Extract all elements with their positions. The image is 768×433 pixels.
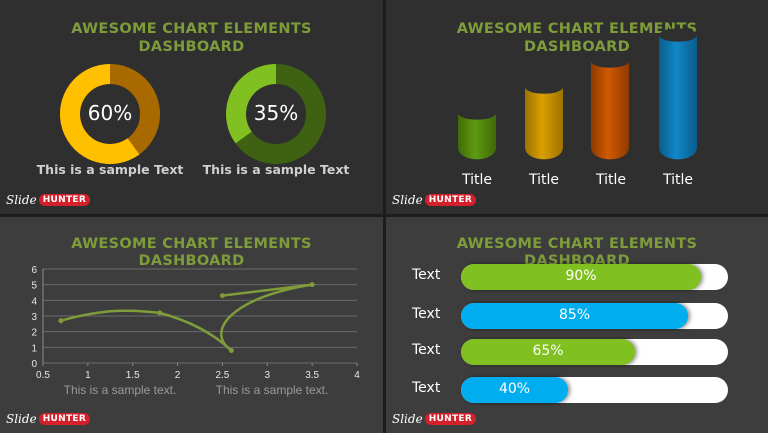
progress-fill: 85%: [461, 303, 688, 329]
cylinder-label: Title: [662, 172, 693, 188]
donut-value-label: 35%: [253, 101, 299, 125]
data-point: [309, 282, 315, 288]
progress-percent-label: 40%: [498, 381, 531, 397]
logo-slide-text: Slide: [6, 412, 37, 426]
panel-donut-charts: AWESOME CHART ELEMENTS DASHBOARD 60% 35%…: [0, 0, 383, 214]
panel-title-line2: DASHBOARD: [138, 253, 245, 269]
logo-hunter-badge: HUNTER: [424, 413, 477, 425]
progress-bar-label: Text: [412, 342, 441, 358]
data-point: [157, 310, 163, 316]
cylinder-label: Title: [528, 172, 559, 188]
progress-track: 85%: [461, 303, 728, 329]
logo-slide-text: Slide: [392, 412, 423, 426]
y-tick-label: 0: [31, 359, 37, 370]
panel-title-line1: AWESOME CHART ELEMENTS: [456, 21, 698, 37]
data-point: [219, 293, 225, 299]
slidehunter-logo: Slide HUNTER: [392, 192, 477, 208]
line-chart-svg: 0 1 2 3 4 5 6 0.5 1 1.5 2 2.5 3 3.5 4 This is a sample …: [31, 265, 360, 397]
logo-hunter-badge: HUNTER: [38, 413, 91, 425]
cylinder-top-opening: [659, 28, 697, 42]
cylinder-label: Title: [595, 172, 626, 188]
cylinder-bar: [591, 54, 629, 160]
panel-title-line1: AWESOME CHART ELEMENTS: [71, 21, 312, 37]
donut-caption: This is a sample Text: [202, 162, 350, 177]
cylinder-chart-svg: [458, 28, 697, 160]
cylinder-top-opening: [591, 54, 629, 68]
cylinder-bar: [458, 106, 496, 160]
progress-bar-label: Text: [412, 306, 441, 322]
progress-track: 65%: [461, 339, 728, 365]
donut-value-arc: [226, 64, 276, 144]
x-tick-label: 4: [354, 370, 360, 381]
cylinder-label: Title: [461, 172, 492, 188]
cylinder-body: [659, 35, 697, 160]
progress-bar-label: Text: [412, 380, 441, 396]
chart-caption: This is a sample text.: [64, 383, 177, 397]
x-tick-label: 1.5: [126, 370, 140, 381]
slidehunter-logo: Slide HUNTER: [6, 192, 91, 208]
logo-slide-text: Slide: [392, 193, 423, 207]
slidehunter-logo: Slide HUNTER: [6, 411, 91, 427]
cylinder-body: [591, 61, 629, 160]
x-tick-label: 1: [85, 370, 91, 381]
progress-bar-label: Text: [412, 267, 441, 283]
progress-track: 40%: [461, 377, 728, 403]
panel-cylinder-chart: AWESOME CHART ELEMENTS DASHBOARD Title T…: [386, 0, 768, 214]
progress-fill: 90%: [461, 264, 701, 290]
logo-hunter-badge: HUNTER: [424, 194, 477, 206]
series-line: [60, 283, 313, 352]
slidehunter-logo: Slide HUNTER: [392, 411, 477, 427]
y-tick-label: 4: [31, 296, 37, 307]
progress-percent-label: 65%: [532, 343, 564, 359]
cylinder-bar: [659, 28, 697, 160]
x-tick-label: 2.5: [215, 370, 229, 381]
logo-hunter-badge: HUNTER: [38, 194, 91, 206]
data-point: [228, 347, 234, 353]
x-tick-label: 3.5: [305, 370, 319, 381]
x-tick-label: 2: [175, 370, 181, 381]
panel-title-line1: AWESOME CHART ELEMENTS: [71, 236, 312, 252]
donut-value-arc: [59, 64, 140, 164]
donut-caption: This is a sample Text: [36, 162, 184, 177]
progress-fill: 65%: [461, 339, 635, 365]
progress-track: 90%: [461, 264, 728, 290]
donut-chart-svg: [59, 64, 326, 164]
y-tick-label: 1: [31, 343, 37, 354]
cylinder-body: [458, 113, 496, 160]
chart-caption: This is a sample text.: [216, 383, 329, 397]
progress-percent-label: 90%: [565, 268, 597, 284]
panel-title-line2: DASHBOARD: [524, 39, 630, 55]
cylinder-bar: [525, 80, 563, 160]
x-tick-label: 0.5: [36, 370, 50, 381]
y-tick-label: 6: [31, 265, 37, 276]
y-tick-label: 2: [31, 328, 37, 339]
x-tick-label: 3: [265, 370, 271, 381]
donut-value-label: 60%: [87, 101, 133, 125]
cylinder-top-opening: [525, 80, 563, 94]
logo-slide-text: Slide: [6, 193, 37, 207]
cylinder-top-opening: [458, 106, 496, 120]
data-point: [58, 318, 64, 324]
panel-line-chart: AWESOME CHART ELEMENTS DASHBOARD 0 1 2 3 4 5 6…: [0, 217, 383, 433]
panel-title-line1: AWESOME CHART ELEMENTS: [456, 236, 698, 252]
panel-title-line2: DASHBOARD: [138, 39, 245, 55]
progress-percent-label: 85%: [558, 307, 591, 323]
y-tick-label: 3: [31, 312, 37, 323]
y-tick-label: 5: [31, 281, 37, 292]
progress-fill: 40%: [461, 377, 568, 403]
panel-progress-bars: AWESOME CHART ELEMENTS DASHBOARD Text 90%…: [386, 217, 768, 433]
cylinder-body: [525, 87, 563, 160]
